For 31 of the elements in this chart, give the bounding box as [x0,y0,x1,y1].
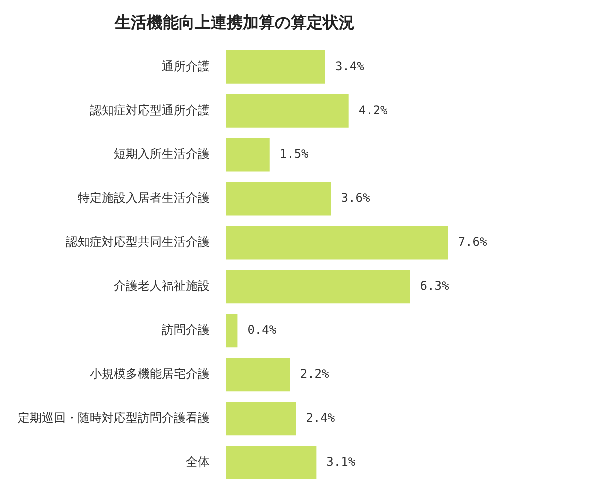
bar [226,138,270,172]
bar [226,182,332,216]
bar [226,314,238,348]
bar [226,446,317,480]
data-label: 7.6% [458,235,488,250]
y-tick-label: 認知症対応型共同生活介護 [66,235,210,250]
y-tick-label: 短期入所生活介護 [114,147,210,162]
data-label: 0.4% [248,323,278,338]
y-tick-label: 全体 [186,454,210,469]
y-tick-label: 介護老人福祉施設 [114,279,210,294]
y-tick-label: 定期巡回・随時対応型訪問介護看護 [18,410,210,425]
y-tick-label: 訪問介護 [162,323,210,338]
data-label: 3.6% [341,191,371,206]
data-label: 1.5% [280,147,310,162]
bar [226,270,410,304]
data-label: 6.3% [420,279,450,294]
y-tick-label: 特定施設入居者生活介護 [78,191,210,206]
y-tick-label: 小規模多機能居宅介護 [90,367,210,382]
data-label: 3.4% [335,59,366,74]
bar [226,402,296,436]
y-tick-label: 通所介護 [162,59,210,74]
data-label: 2.2% [300,367,330,382]
bar [226,94,349,128]
data-label: 3.1% [326,454,356,469]
data-label: 4.2% [358,103,389,118]
bar [226,50,326,84]
chart-title: 生活機能向上連携加算の算定状況 [114,12,355,32]
data-label: 2.4% [306,410,336,425]
bar [226,358,290,392]
y-tick-label: 認知症対応型通所介護 [90,103,210,118]
bar [226,226,448,260]
